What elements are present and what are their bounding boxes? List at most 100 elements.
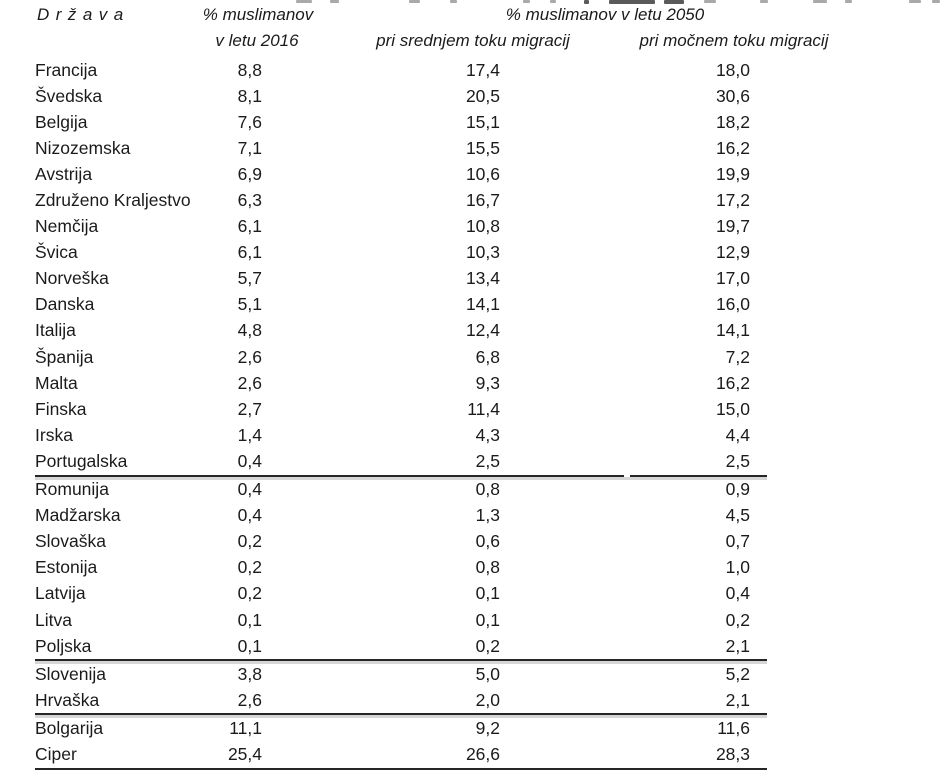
table-group: Francija 8,8 17,4 18,0 Švedska 8,1 20,5 30,6 Bel…	[35, 57, 767, 477]
pct-2050-high-cell: 0,4	[725, 583, 750, 604]
table-row: Poljska 0,1 0,2 2,1	[35, 633, 767, 659]
pct-2050-high-cell: 17,2	[715, 190, 750, 211]
pct-2050-high-cell: 2,1	[725, 689, 750, 710]
header-2016-line1: % muslimanov	[202, 5, 314, 24]
pct-2050-high-cell: 12,9	[715, 242, 750, 263]
country-cell: Belgija	[35, 111, 88, 132]
country-cell: Bolgarija	[35, 717, 104, 738]
country-cell: Latvija	[35, 583, 86, 604]
country-cell: Združeno Kraljestvo	[35, 190, 191, 211]
table-row: Španija 2,6 6,8 7,2	[35, 344, 767, 370]
country-cell: Estonija	[35, 557, 98, 578]
pct-2050-high-cell: 19,9	[715, 163, 750, 184]
pct-2050-medium-cell: 26,6	[465, 743, 500, 764]
table-row: Nizozemska 7,1 15,5 16,2	[35, 135, 767, 161]
country-cell: Norveška	[35, 268, 109, 289]
table-row: Litva 0,1 0,1 0,2	[35, 607, 767, 633]
pct-2016-cell: 0,1	[237, 609, 262, 630]
header-2050-medium: pri srednjem toku migracij	[376, 31, 570, 50]
table-row: Romunija 0,4 0,8 0,9	[35, 477, 767, 503]
table-group: Slovenija 3,8 5,0 5,2 Hrvaška 2,6 2,0 2,1	[35, 661, 767, 716]
pct-2016-cell: 5,7	[237, 268, 262, 289]
pct-2050-medium-cell: 12,4	[465, 320, 500, 341]
table-row: Nemčija 6,1 10,8 19,7	[35, 214, 767, 240]
table-row: Italija 4,8 12,4 14,1	[35, 318, 767, 344]
pct-2050-medium-cell: 1,3	[475, 505, 500, 526]
country-cell: Poljska	[35, 635, 92, 656]
pct-2050-high-cell: 2,5	[725, 450, 750, 471]
pct-2050-medium-cell: 10,8	[465, 216, 500, 237]
pct-2016-cell: 0,2	[237, 557, 262, 578]
pct-2050-medium-cell: 15,5	[465, 137, 500, 158]
pct-2016-cell: 5,1	[237, 294, 262, 315]
pct-2050-high-cell: 0,2	[725, 609, 750, 630]
pct-2050-medium-cell: 0,2	[475, 635, 500, 656]
pct-2016-cell: 2,7	[237, 398, 262, 419]
country-cell: Finska	[35, 398, 87, 419]
pct-2050-high-cell: 11,6	[717, 717, 750, 738]
table-row: Ciper 25,4 26,6 28,3	[35, 741, 767, 767]
pct-2050-medium-cell: 17,4	[465, 59, 500, 80]
header-2050-high: pri močnem toku migracij	[639, 31, 829, 50]
pct-2016-cell: 7,1	[237, 137, 262, 158]
country-cell: Irska	[35, 424, 73, 445]
pct-2050-high-cell: 4,5	[725, 505, 750, 526]
pct-2050-medium-cell: 0,6	[475, 531, 500, 552]
table-row: Malta 2,6 9,3 16,2	[35, 370, 767, 396]
pct-2050-high-cell: 5,2	[725, 663, 750, 684]
pct-2016-cell: 0,2	[237, 583, 262, 604]
pct-2050-high-cell: 4,4	[725, 424, 750, 445]
pct-2016-cell: 7,6	[237, 111, 262, 132]
pct-2050-medium-cell: 4,3	[475, 424, 500, 445]
table-row: Slovaška 0,2 0,6 0,7	[35, 529, 767, 555]
pct-2016-cell: 0,4	[237, 479, 262, 500]
country-cell: Nizozemska	[35, 137, 131, 158]
header-country: Država	[37, 5, 130, 24]
table-row: Latvija 0,2 0,1 0,4	[35, 581, 767, 607]
table-row: Slovenija 3,8 5,0 5,2	[35, 661, 767, 687]
table-body: Francija 8,8 17,4 18,0 Švedska 8,1 20,5 30,6 Bel…	[35, 57, 767, 770]
pct-2016-cell: 2,6	[237, 372, 262, 393]
pct-2050-high-cell: 15,0	[715, 398, 750, 419]
pct-2050-medium-cell: 9,3	[475, 372, 500, 393]
pct-2016-cell: 25,4	[227, 743, 262, 764]
country-cell: Francija	[35, 59, 98, 80]
pct-2050-medium-cell: 6,8	[475, 346, 500, 367]
table-row: Švedska 8,1 20,5 30,6	[35, 83, 767, 109]
table-row: Švica 6,1 10,3 12,9	[35, 240, 767, 266]
country-cell: Švica	[35, 242, 78, 263]
pct-2050-high-cell: 28,3	[715, 743, 750, 764]
pct-2050-medium-cell: 11,4	[467, 398, 500, 419]
table-row: Avstrija 6,9 10,6 19,9	[35, 161, 767, 187]
table-row: Norveška 5,7 13,4 17,0	[35, 266, 767, 292]
muslim-share-table: Država % muslimanov v letu 2016 % muslim…	[35, 0, 828, 770]
country-cell: Španija	[35, 346, 94, 367]
pct-2016-cell: 6,1	[237, 216, 262, 237]
pct-2050-medium-cell: 10,6	[465, 163, 500, 184]
pct-2050-high-cell: 18,2	[715, 111, 750, 132]
country-cell: Slovaška	[35, 531, 107, 552]
pct-2016-cell: 0,4	[237, 450, 262, 471]
pct-2050-medium-cell: 14,1	[465, 294, 500, 315]
country-cell: Hrvaška	[35, 689, 100, 710]
country-cell: Slovenija	[35, 663, 107, 684]
pct-2050-medium-cell: 0,8	[475, 557, 500, 578]
table-row: Madžarska 0,4 1,3 4,5	[35, 503, 767, 529]
pct-2050-high-cell: 19,7	[715, 216, 750, 237]
pct-2016-cell: 0,2	[237, 531, 262, 552]
pct-2050-high-cell: 0,7	[725, 531, 750, 552]
country-cell: Italija	[35, 320, 76, 341]
pct-2050-high-cell: 2,1	[725, 635, 750, 656]
pct-2050-medium-cell: 20,5	[465, 85, 500, 106]
pct-2016-cell: 0,4	[237, 505, 262, 526]
pct-2050-high-cell: 30,6	[715, 85, 750, 106]
pct-2050-medium-cell: 0,1	[475, 609, 500, 630]
country-cell: Malta	[35, 372, 78, 393]
pct-2016-cell: 8,8	[237, 59, 262, 80]
pct-2016-cell: 11,1	[229, 717, 262, 738]
pct-2050-high-cell: 16,0	[715, 294, 750, 315]
pct-2050-high-cell: 16,2	[715, 137, 750, 158]
table-row: Finska 2,7 11,4 15,0	[35, 396, 767, 422]
pct-2050-high-cell: 16,2	[715, 372, 750, 393]
country-cell: Litva	[35, 609, 72, 630]
